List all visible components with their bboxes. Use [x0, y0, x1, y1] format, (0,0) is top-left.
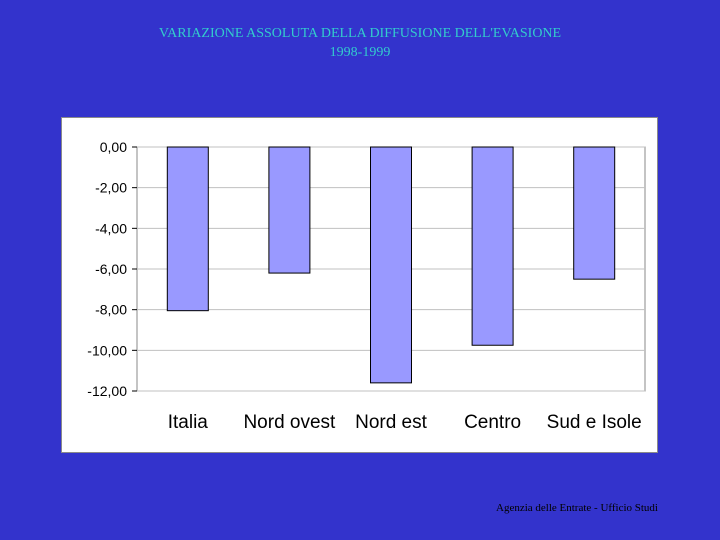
x-category-label: Italia: [168, 412, 209, 433]
slide-title: VARIAZIONE ASSOLUTA DELLA DIFFUSIONE DEL…: [0, 24, 720, 62]
x-category-label: Centro: [464, 412, 521, 433]
bar-italia: [166, 146, 209, 312]
x-category-label: Sud e Isole: [547, 412, 642, 433]
y-tick-label: -8,00: [95, 302, 127, 318]
y-tick-label: -2,00: [95, 180, 127, 196]
bar-chart: 0,00 -2,00 -4,00 -6,00 -8,00 -10,00 -12,00 Ita…: [87, 139, 646, 433]
y-tick-label: -4,00: [95, 220, 127, 236]
x-axis-labels: Italia Nord ovest Nord est Centro Sud e Isol…: [168, 412, 642, 433]
y-tick-label: -12,00: [87, 383, 127, 399]
y-tick-label: 0,00: [100, 139, 127, 155]
slide-title-line2: 1998-1999: [329, 45, 391, 60]
y-tick-label: -10,00: [87, 342, 127, 358]
bar-nord-ovest: [268, 146, 311, 274]
x-category-label: Nord ovest: [243, 412, 336, 433]
y-tick-label: -6,00: [95, 261, 127, 277]
bar-nord-est: [370, 146, 412, 384]
bar-sud-e-isole: [573, 146, 616, 280]
bar-centro: [471, 146, 514, 346]
y-axis: 0,00 -2,00 -4,00 -6,00 -8,00 -10,00 -12,00: [87, 139, 137, 399]
footer-credit: Agenzia delle Entrate - Ufficio Studi: [496, 502, 658, 514]
gridlines: [136, 146, 646, 392]
x-category-label: Nord est: [355, 412, 428, 433]
slide-title-line1: VARIAZIONE ASSOLUTA DELLA DIFFUSIONE DEL…: [158, 26, 562, 41]
bars: [166, 146, 616, 384]
chart-panel: 0,00 -2,00 -4,00 -6,00 -8,00 -10,00 -12,00 Ita…: [61, 117, 658, 453]
